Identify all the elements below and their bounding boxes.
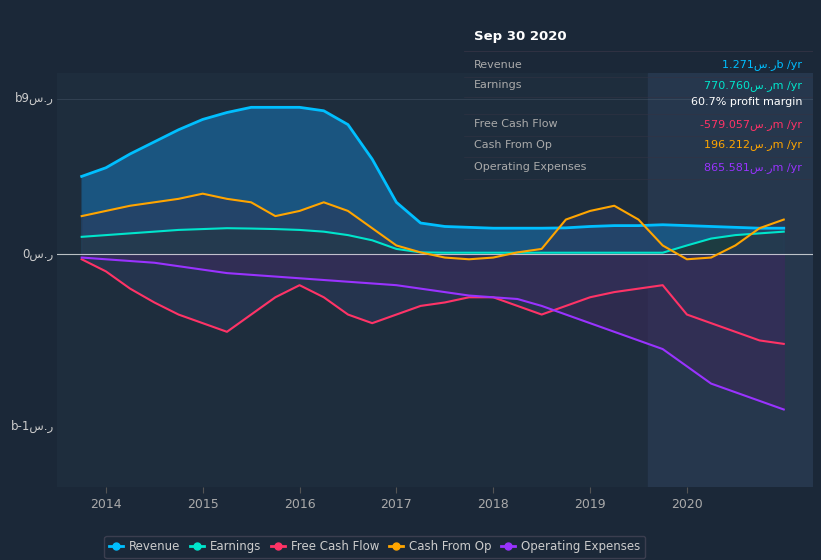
Text: 1.271س.رb /yr: 1.271س.رb /yr bbox=[722, 59, 802, 70]
Bar bbox=[648, 73, 813, 487]
Text: 196.212س.رm /yr: 196.212س.رm /yr bbox=[704, 139, 802, 151]
Text: 0س.ر: 0س.ر bbox=[22, 248, 53, 260]
Text: Operating Expenses: Operating Expenses bbox=[475, 162, 587, 172]
Text: -579.057س.رm /yr: -579.057س.رm /yr bbox=[700, 119, 802, 130]
Text: Cash From Op: Cash From Op bbox=[475, 140, 553, 150]
Text: Earnings: Earnings bbox=[475, 80, 523, 90]
Text: Sep 30 2020: Sep 30 2020 bbox=[475, 30, 567, 44]
Text: Revenue: Revenue bbox=[475, 59, 523, 69]
Text: b9س.ر: b9س.ر bbox=[15, 92, 53, 105]
Text: b-1س.ر: b-1س.ر bbox=[11, 420, 53, 433]
Text: 60.7% profit margin: 60.7% profit margin bbox=[690, 97, 802, 107]
Text: Free Cash Flow: Free Cash Flow bbox=[475, 119, 558, 129]
Text: 865.581س.رm /yr: 865.581س.رm /yr bbox=[704, 162, 802, 172]
Legend: Revenue, Earnings, Free Cash Flow, Cash From Op, Operating Expenses: Revenue, Earnings, Free Cash Flow, Cash … bbox=[104, 535, 645, 558]
Text: 770.760س.رm /yr: 770.760س.رm /yr bbox=[704, 80, 802, 91]
